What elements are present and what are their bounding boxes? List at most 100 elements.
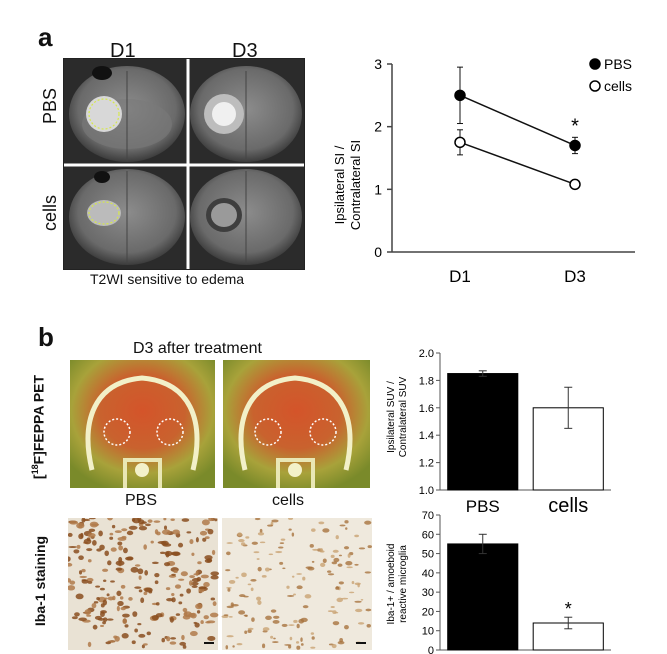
iba-cell-pbs xyxy=(134,564,141,567)
chart-a-ytick-label: 2 xyxy=(374,119,382,135)
iba-cell-pbs xyxy=(196,610,201,614)
chart-a-legend-label: PBS xyxy=(604,56,632,72)
iba-cell-cells xyxy=(345,527,348,530)
chart-b2-significance: * xyxy=(565,599,572,619)
iba-cell-cells xyxy=(357,622,365,625)
iba-cell-cells xyxy=(310,632,315,635)
mri-pbs-d3 xyxy=(190,66,302,162)
iba-cell-pbs xyxy=(184,611,188,616)
iba-cell-cells xyxy=(268,553,274,556)
iba-cell-pbs xyxy=(197,561,202,565)
iba-cell-pbs xyxy=(174,584,182,589)
iba-cell-pbs xyxy=(109,536,114,540)
iba-cell-pbs xyxy=(81,518,86,523)
iba-cell-pbs xyxy=(163,518,167,521)
chart-a-significance: * xyxy=(571,115,579,137)
iba-cell-pbs xyxy=(116,605,120,612)
mri-caption: T2WI sensitive to edema xyxy=(90,271,245,287)
iba-cell-pbs xyxy=(211,549,216,555)
iba-cell-pbs xyxy=(143,544,147,550)
iba-cell-cells xyxy=(307,566,315,571)
col-label-d1: D1 xyxy=(110,40,136,62)
iba-cell-pbs xyxy=(138,589,143,593)
chart-b2-marks: * xyxy=(447,533,604,651)
iba-cell-pbs xyxy=(73,549,80,554)
iba-cell-pbs xyxy=(91,603,97,609)
iba-cell-cells xyxy=(257,566,262,572)
iba-cell-pbs xyxy=(86,548,93,552)
iba-cell-cells xyxy=(270,635,274,639)
chart-b2-ylabel-line2: reactive microglia xyxy=(398,545,409,623)
iba-cell-pbs xyxy=(110,580,115,583)
iba-cell-pbs xyxy=(71,616,78,620)
iba-cell-pbs xyxy=(107,560,112,566)
iba-cell-pbs xyxy=(172,529,180,535)
chart-a-legend-marker xyxy=(589,80,601,92)
iba-cell-pbs xyxy=(140,597,145,604)
chart-b2-bar xyxy=(447,543,519,651)
iba-cell-cells xyxy=(262,627,270,631)
iba-cell-pbs xyxy=(190,581,199,586)
chart-a-point xyxy=(569,178,581,191)
iba-cell-pbs xyxy=(155,602,160,606)
iba-cell-cells xyxy=(256,596,262,601)
iba-cell-pbs xyxy=(169,616,174,623)
iba-cell-cells xyxy=(354,534,360,538)
iba-cells xyxy=(222,518,372,650)
iba-cell-pbs xyxy=(164,550,173,557)
iba-cell-cells xyxy=(270,609,277,613)
iba-cell-cells xyxy=(366,623,371,628)
iba-cell-cells xyxy=(238,594,246,598)
iba-cell-pbs xyxy=(210,575,219,580)
iba-cell-pbs xyxy=(171,573,176,576)
chart-b2-ytick-label: 30 xyxy=(422,587,434,599)
iba-cell-cells xyxy=(319,548,324,552)
chart-b2-ytick-label: 20 xyxy=(422,606,434,618)
iba-cell-pbs xyxy=(177,542,184,548)
iba-cell-pbs xyxy=(105,641,112,645)
iba-cell-pbs xyxy=(80,532,84,538)
iba-cell-pbs xyxy=(145,523,151,527)
iba-cell-cells xyxy=(296,573,302,575)
iba-cell-pbs xyxy=(106,618,114,621)
iba-cell-pbs xyxy=(88,518,96,520)
iba-cell-cells xyxy=(302,605,309,609)
iba-cell-pbs xyxy=(191,552,195,556)
iba-cell-cells xyxy=(311,560,315,563)
chart-b1-bar xyxy=(447,373,519,491)
iba-cell-cells xyxy=(347,553,351,558)
iba-cell-pbs xyxy=(122,613,130,618)
iba-cell-pbs xyxy=(74,612,80,617)
iba-cell-pbs xyxy=(68,556,71,562)
iba-cell-pbs xyxy=(180,571,188,577)
iba-cell-pbs xyxy=(191,577,200,583)
iba-cell-pbs xyxy=(189,575,195,579)
iba-cell-cells xyxy=(226,551,231,556)
iba-cell-cells xyxy=(287,594,295,597)
iba-cell-cells xyxy=(331,561,338,565)
chart-b1-xtick-label: cells xyxy=(548,495,588,515)
iba-cell-pbs xyxy=(117,541,123,546)
iba-cell-pbs xyxy=(160,551,166,554)
iba-cell-cells xyxy=(278,546,284,549)
chart-b1-ytick-label: 2.0 xyxy=(419,348,434,360)
iba-cell-pbs xyxy=(102,568,109,572)
iba-cell-pbs xyxy=(120,606,127,611)
iba-cell-pbs xyxy=(170,518,175,521)
iba-cell-cells xyxy=(327,573,335,576)
iba-cell-pbs xyxy=(88,528,96,532)
iba-cell-pbs xyxy=(68,546,77,549)
iba-cell-pbs xyxy=(137,622,142,626)
iba-cell-cells xyxy=(344,624,349,630)
iba-cell-pbs xyxy=(143,591,148,596)
iba-cell-cells xyxy=(241,572,247,578)
iba-cell-pbs xyxy=(96,548,102,552)
iba-cell-pbs xyxy=(107,518,113,521)
iba-cell-cells xyxy=(354,563,359,566)
iba-cell-pbs xyxy=(95,585,101,588)
iba-cell-cells xyxy=(251,617,255,622)
iba-cell-pbs xyxy=(69,520,79,525)
iba-cell-pbs xyxy=(175,613,181,616)
iba-cell-cells xyxy=(236,643,243,646)
iba-cell-cells xyxy=(279,561,284,565)
